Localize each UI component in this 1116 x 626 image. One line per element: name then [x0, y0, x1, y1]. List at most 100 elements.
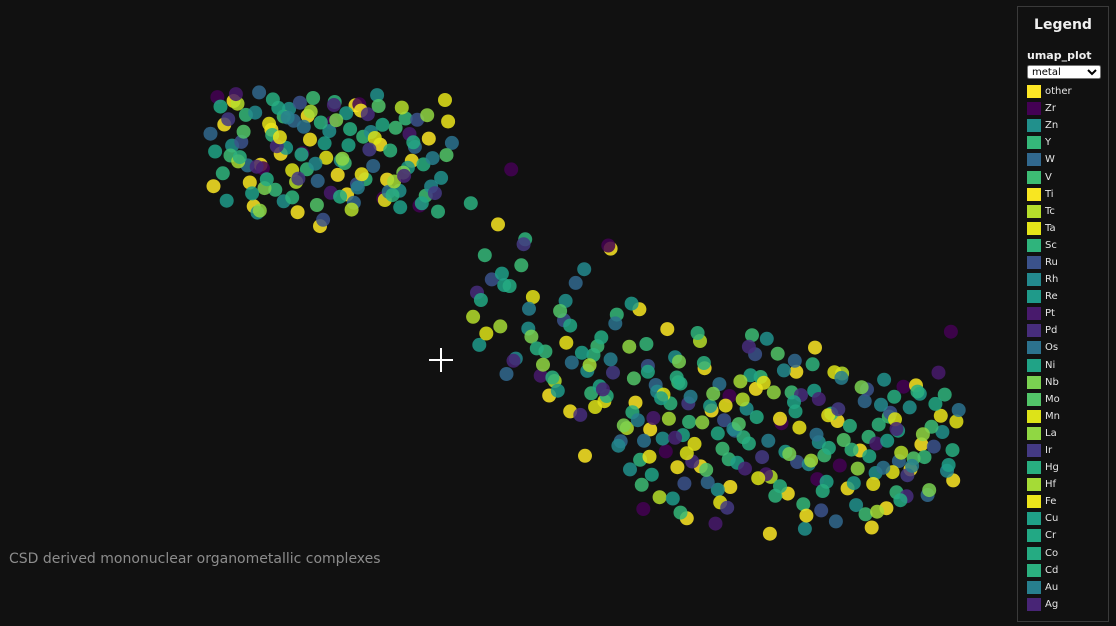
scatter-point-hg[interactable] [887, 389, 902, 404]
scatter-point-hf[interactable] [493, 319, 508, 334]
scatter-point-os[interactable] [564, 355, 579, 370]
scatter-point-ir[interactable] [516, 237, 531, 252]
scatter-point-mn[interactable] [367, 131, 382, 145]
scatter-point-v[interactable] [514, 258, 529, 273]
scatter-point-fe[interactable] [933, 408, 948, 423]
scatter-point-os[interactable] [876, 460, 891, 475]
scatter-point-nb[interactable] [922, 483, 937, 498]
scatter-point-pt[interactable] [533, 368, 548, 383]
scatter-point-zn[interactable] [322, 124, 337, 139]
legend-item-hf[interactable]: Hf [1027, 476, 1108, 493]
scatter-point-mo[interactable] [699, 462, 714, 477]
scatter-point-ir[interactable] [720, 500, 735, 515]
scatter-point-re[interactable] [472, 337, 487, 352]
scatter-point-cu[interactable] [654, 391, 669, 406]
scatter-point-la[interactable] [915, 427, 930, 442]
scatter-point-zr[interactable] [504, 162, 519, 177]
scatter-point-ag[interactable] [506, 353, 521, 368]
scatter-point-ti[interactable] [670, 460, 685, 475]
scatter-point-other[interactable] [206, 179, 221, 194]
scatter-point-zn[interactable] [797, 521, 812, 536]
scatter-point-ir[interactable] [221, 112, 236, 127]
scatter-point-sc[interactable] [383, 143, 398, 158]
scatter-point-cu[interactable] [317, 136, 332, 151]
scatter-point-rh[interactable] [776, 363, 791, 378]
scatter-point-au[interactable] [834, 370, 849, 385]
scatter-point-cd[interactable] [232, 150, 247, 165]
scatter-point-fe[interactable] [866, 477, 881, 491]
scatter-point-fe[interactable] [718, 398, 733, 413]
scatter-point-ti[interactable] [303, 132, 317, 147]
legend-item-re[interactable]: Re [1027, 288, 1108, 305]
scatter-point-w[interactable] [828, 514, 843, 529]
scatter-point-re[interactable] [624, 296, 639, 311]
scatter-point-ta[interactable] [756, 375, 771, 390]
scatter-point-y[interactable] [639, 337, 654, 351]
scatter-point-la[interactable] [695, 415, 710, 430]
legend-item-pt[interactable]: Pt [1027, 305, 1108, 322]
scatter-point-co[interactable] [333, 189, 348, 204]
scatter-point-nb[interactable] [524, 329, 539, 344]
scatter-point-cu[interactable] [393, 200, 408, 215]
scatter-point-cd[interactable] [773, 479, 787, 494]
legend-item-mo[interactable]: Mo [1027, 391, 1108, 408]
legend-item-mn[interactable]: Mn [1027, 408, 1108, 425]
legend-item-ru[interactable]: Ru [1027, 254, 1108, 271]
scatter-point-other[interactable] [290, 205, 305, 220]
scatter-point-hf[interactable] [661, 411, 676, 426]
scatter-point-re[interactable] [339, 106, 354, 121]
legend-item-ir[interactable]: Ir [1027, 442, 1108, 459]
scatter-point-hf[interactable] [804, 453, 819, 468]
scatter-point-nb[interactable] [672, 354, 686, 369]
scatter-point-rh[interactable] [611, 438, 626, 453]
legend-item-co[interactable]: Co [1027, 545, 1108, 562]
scatter-point-mo[interactable] [236, 124, 251, 139]
scatter-point-zr[interactable] [601, 238, 616, 253]
scatter-point-cu[interactable] [494, 266, 509, 281]
legend-item-au[interactable]: Au [1027, 579, 1108, 596]
scatter-point-au[interactable] [522, 301, 536, 316]
scatter-point-tc[interactable] [652, 490, 667, 505]
scatter-point-cr[interactable] [862, 449, 877, 464]
scatter-point-nb[interactable] [782, 447, 797, 461]
legend-item-ni[interactable]: Ni [1027, 357, 1108, 374]
scatter-point-re[interactable] [219, 193, 234, 208]
scatter-point-cd[interactable] [545, 370, 560, 385]
legend-item-cu[interactable]: Cu [1027, 510, 1108, 527]
scatter-point-mo[interactable] [836, 433, 851, 447]
legend-item-hg[interactable]: Hg [1027, 459, 1108, 476]
scatter-point-la[interactable] [622, 339, 637, 354]
scatter-point-zr[interactable] [943, 324, 958, 339]
scatter-point-pt[interactable] [708, 516, 723, 531]
scatter-point-au[interactable] [683, 389, 698, 404]
scatter-point-zn[interactable] [935, 425, 950, 439]
scatter-point-ni[interactable] [644, 467, 659, 482]
scatter-point-other[interactable] [643, 422, 658, 437]
scatter-point-cd[interactable] [385, 188, 400, 203]
scatter-point-mo[interactable] [309, 198, 324, 212]
scatter-point-cd[interactable] [463, 196, 478, 211]
scatter-point-cd[interactable] [313, 115, 328, 130]
scatter-point-other[interactable] [789, 364, 804, 379]
scatter-point-v[interactable] [388, 120, 403, 135]
scatter-point-w[interactable] [203, 126, 218, 141]
scatter-point-re[interactable] [846, 476, 861, 491]
scatter-point-nb[interactable] [706, 386, 721, 401]
scatter-point-mn[interactable] [588, 400, 603, 414]
scatter-point-cd[interactable] [910, 384, 925, 399]
scatter-point-hf[interactable] [582, 358, 597, 373]
scatter-point-cr[interactable] [710, 426, 725, 441]
scatter-point-v[interactable] [745, 328, 759, 343]
scatter-point-cr[interactable] [928, 396, 943, 411]
scatter-point-ta[interactable] [319, 150, 334, 165]
scatter-point-co[interactable] [406, 135, 421, 150]
scatter-point-ta[interactable] [262, 116, 277, 131]
legend-item-pd[interactable]: Pd [1027, 322, 1108, 339]
scatter-point-v[interactable] [715, 441, 730, 456]
scatter-point-hg[interactable] [815, 484, 830, 498]
scatter-point-y[interactable] [477, 248, 492, 263]
scatter-point-ag[interactable] [249, 159, 264, 174]
scatter-point-v[interactable] [306, 91, 321, 105]
scatter-point-co[interactable] [594, 330, 609, 345]
scatter-point-hf[interactable] [733, 374, 748, 389]
